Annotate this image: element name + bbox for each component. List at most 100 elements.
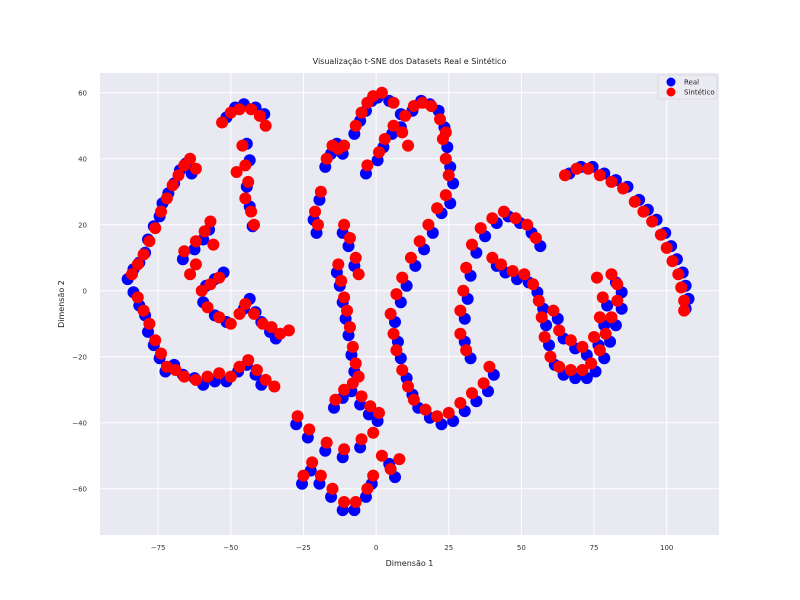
data-point xyxy=(407,393,420,406)
data-point xyxy=(201,370,214,383)
data-point xyxy=(544,350,557,363)
data-point xyxy=(189,258,202,271)
data-point xyxy=(189,162,202,175)
y-axis-title: Dimensão 2 xyxy=(57,280,66,328)
data-point xyxy=(611,278,624,291)
data-point xyxy=(178,370,191,383)
data-point xyxy=(320,436,333,449)
data-point xyxy=(245,205,258,218)
data-point xyxy=(253,109,266,122)
data-point xyxy=(372,146,385,159)
data-point xyxy=(314,469,327,482)
data-point xyxy=(439,189,452,202)
data-point xyxy=(535,311,548,324)
data-point xyxy=(460,344,473,357)
data-point xyxy=(155,205,168,218)
data-point xyxy=(349,357,362,370)
data-point xyxy=(364,400,377,413)
data-point xyxy=(326,482,339,495)
data-point xyxy=(346,340,359,353)
data-point xyxy=(384,463,397,475)
data-point xyxy=(338,496,351,508)
data-point xyxy=(422,218,435,231)
data-point xyxy=(378,133,391,145)
y-tick-label: −20 xyxy=(72,353,87,361)
data-point xyxy=(387,327,400,340)
data-point xyxy=(672,268,685,281)
data-point xyxy=(131,291,144,304)
data-point xyxy=(349,251,362,264)
data-point xyxy=(236,139,249,152)
data-point xyxy=(338,218,351,231)
data-point xyxy=(558,169,571,182)
data-point xyxy=(248,307,261,320)
data-point xyxy=(654,228,667,241)
data-point xyxy=(678,294,691,307)
data-point xyxy=(387,96,400,109)
data-point xyxy=(338,139,351,152)
data-point xyxy=(372,406,385,419)
data-point xyxy=(617,182,630,195)
data-point xyxy=(178,245,191,258)
data-point xyxy=(224,370,237,383)
data-point xyxy=(454,397,467,409)
data-point xyxy=(553,360,566,373)
data-point xyxy=(576,340,589,353)
data-point xyxy=(660,241,673,254)
data-point xyxy=(189,235,202,248)
data-point xyxy=(483,360,496,373)
data-point xyxy=(352,370,365,383)
data-point xyxy=(314,185,327,198)
data-point xyxy=(201,301,214,314)
data-point xyxy=(311,218,324,231)
data-point xyxy=(367,469,380,482)
data-point xyxy=(413,235,426,248)
data-point xyxy=(131,258,144,271)
x-tick-label: −75 xyxy=(151,544,166,552)
data-point xyxy=(160,192,173,205)
legend: Real Sintético xyxy=(657,74,718,100)
data-point xyxy=(666,255,679,268)
data-point xyxy=(509,212,522,225)
data-point xyxy=(259,119,272,132)
data-point xyxy=(259,373,272,386)
data-point xyxy=(390,288,403,301)
grid xyxy=(100,73,719,535)
data-point xyxy=(125,268,138,281)
legend-marker-sintetico xyxy=(666,87,676,97)
x-tick-label: −25 xyxy=(296,544,311,552)
data-point xyxy=(338,291,351,304)
data-point xyxy=(611,294,624,307)
data-point xyxy=(454,327,467,340)
data-point xyxy=(341,304,354,317)
data-point xyxy=(590,271,603,284)
data-point xyxy=(506,265,519,277)
data-point xyxy=(396,126,409,139)
y-tick-label: −60 xyxy=(72,485,87,493)
data-point xyxy=(585,357,598,370)
data-point xyxy=(242,175,255,188)
data-point xyxy=(207,238,220,251)
data-point xyxy=(486,251,499,264)
legend-marker-real xyxy=(666,77,676,87)
data-point xyxy=(282,324,295,337)
data-point xyxy=(582,162,595,175)
data-point xyxy=(332,258,345,271)
data-point xyxy=(361,482,374,495)
data-point xyxy=(605,175,618,188)
data-point xyxy=(213,367,226,380)
data-point xyxy=(355,390,368,403)
data-point xyxy=(576,364,589,376)
data-point xyxy=(204,215,217,228)
legend-label-sintetico: Sintético xyxy=(684,89,715,97)
data-point xyxy=(355,433,368,446)
data-point xyxy=(593,169,606,182)
data-point xyxy=(402,380,415,393)
data-point xyxy=(137,248,150,261)
data-point xyxy=(224,317,237,330)
data-point xyxy=(425,100,438,112)
data-point xyxy=(393,453,406,466)
data-point xyxy=(204,278,217,291)
data-point xyxy=(343,232,356,244)
data-point xyxy=(355,106,368,119)
